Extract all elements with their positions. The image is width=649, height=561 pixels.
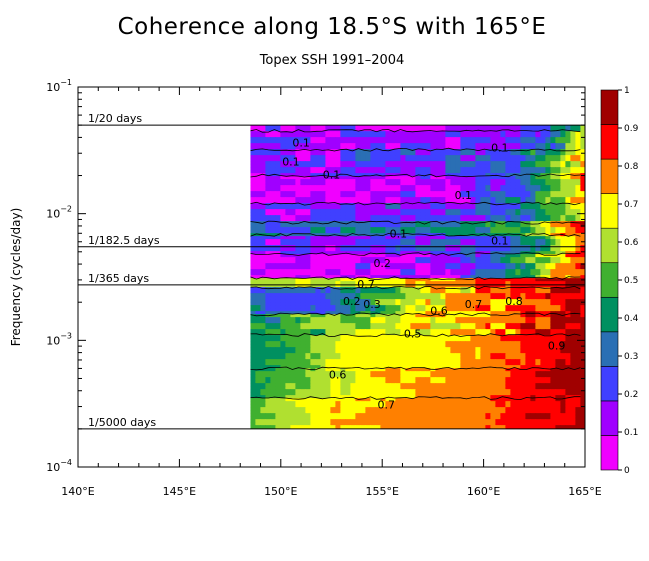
contour-value-label: 0.7 xyxy=(357,278,375,291)
contour-value-label: 0.1 xyxy=(491,235,509,248)
y-tick-label: 10−4 xyxy=(46,458,72,474)
contour-line xyxy=(250,252,581,256)
colorbar-label: 0.3 xyxy=(624,352,638,362)
colorbar-label: 0.2 xyxy=(624,390,638,400)
colorbar-label: 0.1 xyxy=(624,428,638,438)
x-axis: 140°E 145°E 150°E 155°E 160°E 165°E xyxy=(61,87,602,498)
contour-value-label: 0.9 xyxy=(548,339,566,352)
reference-line-label: 1/5000 days xyxy=(88,416,156,429)
x-tick-label: 145°E xyxy=(163,485,196,498)
contour-value-label: 0.1 xyxy=(282,156,300,169)
colorbar-label: 0.8 xyxy=(624,162,639,172)
colorbar-label: 0.5 xyxy=(624,276,638,286)
contour-value-label: 0.3 xyxy=(363,298,381,311)
colorbar-label: 0.9 xyxy=(624,124,639,134)
x-tick-label: 155°E xyxy=(365,485,398,498)
reference-line-label: 1/20 days xyxy=(88,112,142,125)
contour-value-label: 0.2 xyxy=(373,257,391,270)
contour-line xyxy=(250,220,581,225)
contour-line xyxy=(250,333,581,338)
colorbar-swatch xyxy=(600,331,619,367)
chart-subtitle: Topex SSH 1991–2004 xyxy=(259,53,405,68)
colorbar-swatch xyxy=(600,400,619,436)
colorbar-label: 1 xyxy=(624,86,630,96)
chart-title: Coherence along 18.5°S with 165°E xyxy=(118,14,547,40)
x-tick-label: 160°E xyxy=(467,485,500,498)
x-tick-label: 165°E xyxy=(568,485,601,498)
contour-line xyxy=(250,396,581,401)
y-axis: 10−1 10−2 10−3 10−4 xyxy=(46,78,585,474)
contour-labels: 0.1 0.10.10.10.10.10.10.20.70.80.30.20.6 0… xyxy=(282,136,565,411)
contour-line xyxy=(250,173,581,178)
contour-line xyxy=(250,147,581,152)
y-tick-label: 10−3 xyxy=(46,331,72,347)
contour-line xyxy=(250,285,581,290)
x-tick-label: 150°E xyxy=(264,485,297,498)
colorbar-swatch xyxy=(600,193,619,229)
colorbar-label: 0 xyxy=(624,466,630,476)
y-tick-label: 10−2 xyxy=(46,205,72,221)
colorbar-swatch xyxy=(600,262,619,298)
contour-value-label: 0.1 xyxy=(455,189,473,202)
contour-value-label: 0.2 xyxy=(343,295,361,308)
colorbar-swatch xyxy=(600,296,619,333)
colorbar-swatch xyxy=(600,158,619,194)
contour-line xyxy=(250,312,581,317)
contour-value-label: 0.7 xyxy=(465,298,483,311)
period-reference-lines: 1/20 days 1/182.5 days 1/365 days 1/5000 da… xyxy=(78,112,585,430)
colorbar-swatch xyxy=(600,124,619,160)
contour-value-label: 0.7 xyxy=(378,398,396,411)
x-tick-label: 140°E xyxy=(61,485,94,498)
contour-line xyxy=(250,201,581,206)
contour-value-label: 0.1 xyxy=(390,227,408,240)
contour-line xyxy=(250,276,581,281)
contour-value-label: 0.6 xyxy=(329,368,347,381)
contour-value-label: 0.1 xyxy=(292,136,310,149)
y-axis-label: Frequency (cycles/day) xyxy=(9,208,23,347)
colorbar-swatch xyxy=(600,89,619,125)
colorbar-swatch xyxy=(600,366,619,402)
contour-line xyxy=(250,366,581,371)
reference-line-label: 1/365 days xyxy=(88,272,149,285)
colorbar-swatch xyxy=(600,227,619,264)
colorbar-label: 0.4 xyxy=(624,314,639,324)
y-tick-label: 10−1 xyxy=(46,78,72,94)
contour-value-label: 0.1 xyxy=(323,168,341,181)
contour-lines xyxy=(250,129,581,401)
contour-value-label: 0.1 xyxy=(491,141,509,154)
reference-line-label: 1/182.5 days xyxy=(88,234,160,247)
contour-value-label: 0.8 xyxy=(505,295,523,308)
contour-line xyxy=(250,232,581,237)
colorbar: 0 0.1 0.2 0.3 0.4 0.5 0.6 0.7 0.8 0.9 1 xyxy=(600,86,639,476)
contour-value-label: 0.5 xyxy=(404,328,422,341)
colorbar-label: 0.6 xyxy=(624,238,639,248)
colorbar-swatch xyxy=(600,435,619,471)
contour-value-label: 0.6 xyxy=(430,304,448,317)
plot-frame xyxy=(77,86,586,468)
contour-line xyxy=(250,129,581,133)
colorbar-label: 0.7 xyxy=(624,200,638,210)
